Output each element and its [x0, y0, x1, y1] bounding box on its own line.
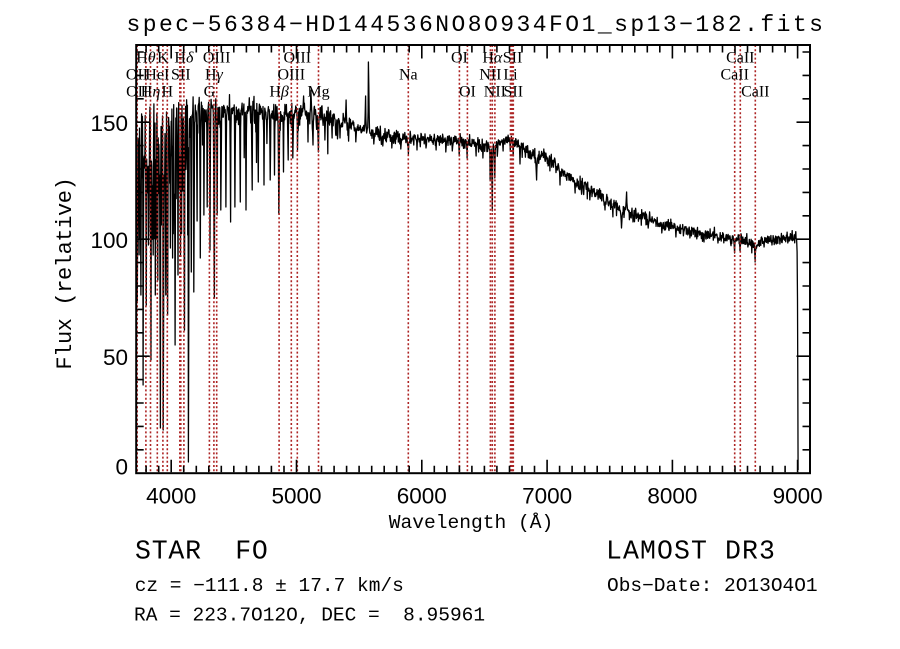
svg-text:SII: SII [503, 50, 523, 67]
svg-text:SII: SII [171, 67, 191, 84]
svg-text:0: 0 [115, 455, 128, 480]
svg-text:150: 150 [90, 111, 128, 136]
svg-text:8000: 8000 [647, 484, 697, 509]
svg-text:7000: 7000 [522, 484, 572, 509]
svg-text:Hβ: Hβ [269, 84, 289, 101]
svg-text:9000: 9000 [773, 484, 823, 509]
svg-text:OIII: OIII [278, 67, 306, 84]
svg-text:Na: Na [399, 67, 418, 84]
svg-text:OII: OII [126, 84, 148, 101]
svg-text:HeI: HeI [145, 67, 169, 84]
svg-text:OIII: OIII [203, 50, 231, 67]
svg-text:Hδ: Hδ [174, 50, 194, 67]
svg-text:Mg: Mg [307, 84, 329, 101]
svg-text:LAMOST DR3: LAMOST DR3 [606, 537, 776, 567]
svg-text:OI: OI [459, 84, 476, 101]
svg-text:4000: 4000 [146, 484, 196, 509]
svg-text:RA = 223.7O12O, DEC = 8.95961: RA = 223.7O12O, DEC = 8.95961 [134, 604, 485, 626]
svg-text:G: G [204, 84, 216, 101]
svg-text:50: 50 [103, 345, 128, 370]
svg-text:H: H [162, 84, 174, 101]
svg-text:cz = −111.8 ± 17.7 km/s: cz = −111.8 ± 17.7 km/s [135, 575, 404, 597]
svg-text:6000: 6000 [397, 484, 447, 509]
svg-text:5000: 5000 [271, 484, 321, 509]
svg-text:Hα: Hα [482, 50, 503, 67]
svg-text:STAR FO: STAR FO [135, 537, 269, 567]
svg-text:NII: NII [484, 84, 506, 101]
svg-text:spec−56384−HD144536NO8O934FO1_: spec−56384−HD144536NO8O934FO1_sp13−182.f… [127, 12, 826, 38]
svg-text:K: K [157, 50, 169, 67]
svg-text:SII: SII [504, 84, 524, 101]
svg-text:CaII: CaII [741, 84, 769, 101]
svg-text:Hθ: Hθ [136, 50, 156, 67]
svg-text:OII: OII [126, 67, 148, 84]
svg-text:CaII: CaII [720, 67, 748, 84]
svg-text:CaII: CaII [726, 50, 754, 67]
svg-text:Flux (relative): Flux (relative) [53, 178, 78, 370]
svg-text:OI: OI [451, 50, 468, 67]
svg-text:Wavelength (Å): Wavelength (Å) [389, 512, 554, 534]
svg-text:Li: Li [503, 67, 518, 84]
svg-text:Hγ: Hγ [205, 67, 224, 84]
svg-text:OIII: OIII [284, 50, 312, 67]
svg-text:NII: NII [479, 67, 501, 84]
svg-text:100: 100 [90, 228, 128, 253]
svg-text:Obs−Date: 2O13O4O1: Obs−Date: 2O13O4O1 [607, 575, 818, 597]
svg-text:Hη: Hη [141, 84, 161, 101]
